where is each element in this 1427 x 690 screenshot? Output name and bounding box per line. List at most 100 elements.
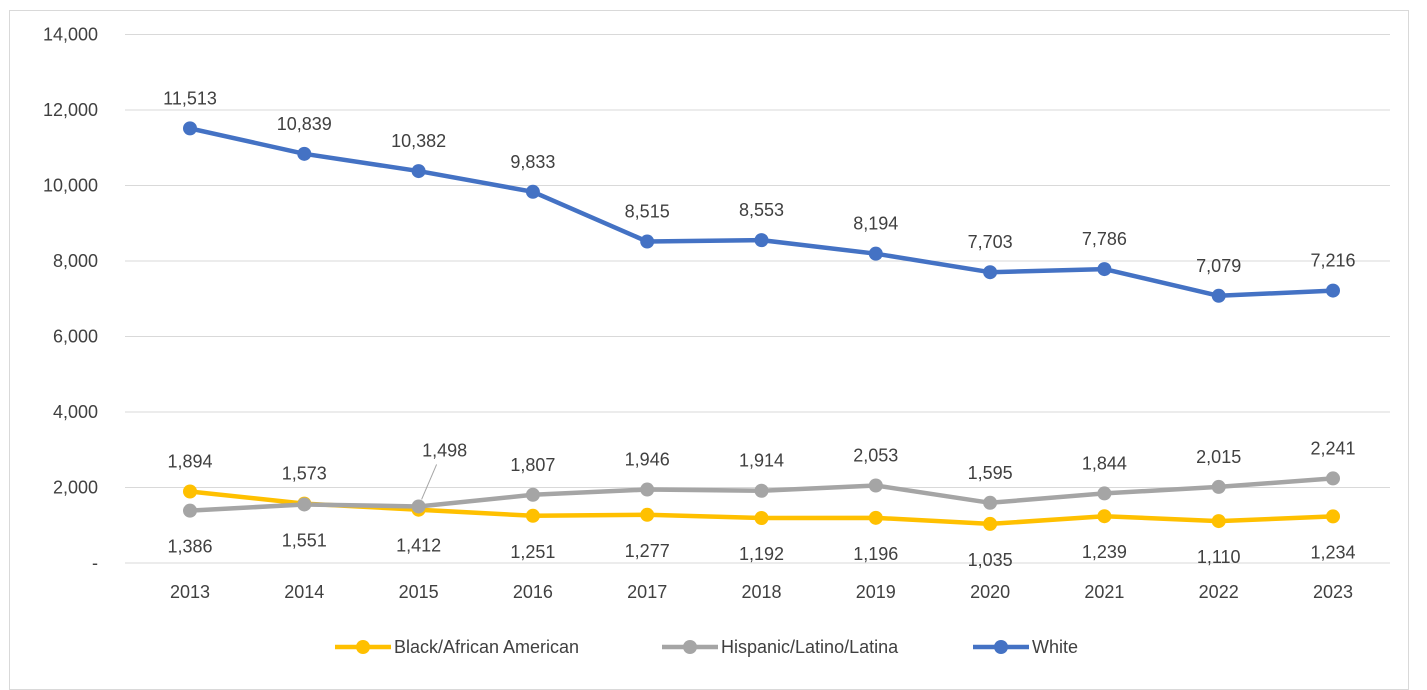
data-label-black-african-american: 1,894 — [167, 452, 212, 472]
data-point-hispanic-latino-latina — [1097, 486, 1112, 501]
y-tick-label: 14,000 — [43, 25, 98, 45]
data-label-black-african-american: 1,196 — [853, 544, 898, 564]
series-points — [183, 121, 1340, 531]
data-labels: 1,894 1,573 1,412 1,251 1,277 1,192 1,196 1,035… — [163, 88, 1355, 570]
y-tick-label: 8,000 — [53, 251, 98, 271]
data-point-white — [411, 164, 426, 179]
data-point-hispanic-latino-latina — [1326, 471, 1340, 486]
legend-swatch-marker — [356, 640, 370, 654]
data-point-hispanic-latino-latina — [868, 478, 883, 493]
x-tick-label: 2015 — [399, 582, 439, 602]
legend-label: White — [1032, 637, 1078, 657]
y-tick-label: - — [92, 553, 98, 573]
data-label-black-african-american: 1,110 — [1197, 547, 1241, 567]
data-label-hispanic-latino-latina: 1,946 — [625, 450, 670, 470]
data-label-white: 7,079 — [1196, 256, 1241, 276]
data-point-hispanic-latino-latina — [640, 482, 655, 497]
data-label-black-african-american: 1,192 — [739, 544, 784, 564]
legend-item-white: White — [973, 637, 1078, 657]
data-label-black-african-american: 1,234 — [1310, 542, 1355, 562]
x-tick-label: 2019 — [856, 582, 896, 602]
data-label-white: 8,194 — [853, 214, 898, 234]
data-point-hispanic-latino-latina — [983, 495, 998, 510]
data-point-white — [297, 146, 312, 161]
y-tick-label: 6,000 — [53, 327, 98, 347]
data-point-black-african-american — [754, 511, 769, 526]
x-axis-tick-labels: 2013 2014 2015 2016 2017 2018 2019 2020 2021 2022… — [170, 582, 1353, 602]
data-point-black-african-american — [1097, 509, 1112, 524]
data-point-white — [983, 265, 998, 280]
data-label-black-african-american: 1,573 — [282, 464, 327, 484]
data-label-white: 10,382 — [391, 131, 446, 151]
data-label-black-african-american: 1,412 — [396, 536, 441, 556]
x-tick-label: 2021 — [1084, 582, 1124, 602]
data-point-black-african-american — [1326, 509, 1340, 524]
data-label-white: 7,703 — [968, 232, 1013, 252]
x-tick-label: 2016 — [513, 582, 553, 602]
legend: Black/African American Hispanic/Latino/La… — [335, 637, 1078, 657]
data-label-hispanic-latino-latina: 2,015 — [1196, 447, 1241, 467]
data-point-white — [754, 233, 769, 248]
y-tick-label: 4,000 — [53, 402, 98, 422]
data-point-white — [1326, 283, 1340, 298]
data-point-hispanic-latino-latina — [754, 483, 769, 498]
x-tick-label: 2020 — [970, 582, 1010, 602]
data-label-hispanic-latino-latina: 1,807 — [510, 455, 555, 475]
legend-label: Hispanic/Latino/Latina — [721, 637, 899, 657]
data-point-white — [868, 246, 883, 261]
data-point-hispanic-latino-latina — [297, 497, 312, 512]
data-point-white — [183, 121, 197, 136]
data-point-black-african-american — [183, 484, 197, 499]
data-point-white — [1097, 262, 1112, 277]
data-label-white: 11,513 — [163, 88, 217, 108]
y-tick-label: 10,000 — [43, 176, 98, 196]
data-label-white: 8,553 — [739, 200, 784, 220]
data-point-hispanic-latino-latina — [183, 503, 197, 518]
data-label-hispanic-latino-latina: 1,386 — [167, 537, 212, 557]
data-point-white — [1211, 288, 1226, 303]
data-point-black-african-american — [525, 508, 540, 523]
data-label-black-african-american: 1,239 — [1082, 542, 1127, 562]
data-label-black-african-american: 1,277 — [625, 541, 670, 561]
callout-leader-line — [421, 464, 438, 500]
x-tick-label: 2014 — [284, 582, 324, 602]
data-point-hispanic-latino-latina — [411, 499, 426, 514]
data-label-white: 7,786 — [1082, 229, 1127, 249]
y-tick-label: 12,000 — [43, 100, 98, 120]
data-point-hispanic-latino-latina — [525, 487, 540, 502]
data-point-hispanic-latino-latina — [1211, 479, 1226, 494]
x-tick-label: 2023 — [1313, 582, 1353, 602]
legend-item-black-african-american: Black/African American — [335, 637, 579, 657]
data-point-white — [640, 234, 655, 249]
data-label-hispanic-latino-latina: 1,595 — [968, 463, 1013, 483]
data-label-white: 9,833 — [510, 152, 555, 172]
data-label-hispanic-latino-latina: 1,844 — [1082, 453, 1127, 473]
x-tick-label: 2017 — [627, 582, 667, 602]
x-tick-label: 2018 — [741, 582, 781, 602]
legend-item-hispanic-latino-latina: Hispanic/Latino/Latina — [662, 637, 899, 657]
data-label-black-african-american: 1,251 — [510, 542, 555, 562]
y-tick-label: 2,000 — [53, 478, 98, 498]
data-label-hispanic-latino-latina: 1,551 — [282, 530, 327, 550]
data-label-hispanic-latino-latina: 2,241 — [1310, 438, 1355, 458]
legend-label: Black/African American — [394, 637, 579, 657]
data-label-white: 7,216 — [1310, 251, 1355, 271]
chart-frame — [9, 10, 1409, 690]
legend-swatch-marker — [683, 640, 697, 654]
y-axis-tick-labels: - 2,000 4,000 6,000 8,000 10,000 12,000 14,000 — [43, 25, 98, 574]
x-tick-label: 2013 — [170, 582, 210, 602]
data-label-hispanic-latino-latina: 2,053 — [853, 445, 898, 465]
data-point-white — [525, 184, 540, 199]
data-label-white: 8,515 — [625, 202, 670, 222]
data-point-black-african-american — [1211, 514, 1226, 529]
data-point-black-african-american — [868, 510, 883, 525]
data-point-black-african-american — [640, 507, 655, 522]
data-label-black-african-american: 1,035 — [968, 550, 1013, 570]
x-tick-label: 2022 — [1199, 582, 1239, 602]
legend-swatch-marker — [994, 640, 1008, 654]
data-point-black-african-american — [983, 516, 998, 531]
data-label-hispanic-latino-latina: 1,498 — [422, 440, 467, 460]
data-label-white: 10,839 — [277, 114, 332, 134]
data-label-hispanic-latino-latina: 1,914 — [739, 451, 784, 471]
